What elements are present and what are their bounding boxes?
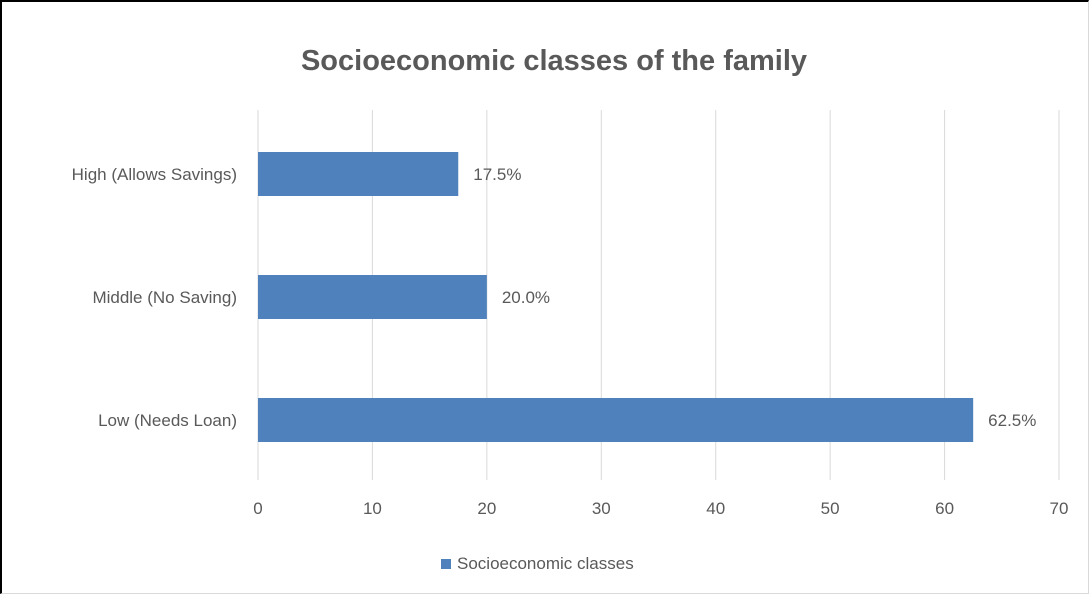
x-tick-label: 40	[706, 499, 725, 518]
category-label: High (Allows Savings)	[72, 165, 237, 184]
chart-title: Socioeconomic classes of the family	[301, 45, 807, 77]
legend-swatch	[441, 559, 451, 569]
legend: Socioeconomic classes	[441, 554, 634, 573]
x-tick-label: 0	[253, 499, 262, 518]
x-tick-label: 20	[477, 499, 496, 518]
data-label: 17.5%	[473, 165, 521, 184]
bar	[258, 275, 487, 319]
category-axis-labels: High (Allows Savings) Middle (No Saving) L…	[72, 165, 237, 430]
data-label: 62.5%	[988, 411, 1036, 430]
legend-label: Socioeconomic classes	[457, 554, 634, 573]
x-tick-label: 10	[363, 499, 382, 518]
category-label: Low (Needs Loan)	[98, 411, 237, 430]
x-tick-label: 30	[592, 499, 611, 518]
data-label: 20.0%	[502, 288, 550, 307]
category-label: Middle (No Saving)	[92, 288, 237, 307]
x-tick-label: 60	[935, 499, 954, 518]
value-axis-ticks: 0 10 20 30 40 50 60 70	[253, 499, 1068, 518]
x-tick-label: 50	[821, 499, 840, 518]
x-tick-label: 70	[1050, 499, 1069, 518]
bars	[258, 152, 974, 442]
bar	[258, 152, 459, 196]
bar	[258, 398, 974, 442]
data-labels: 17.5% 20.0% 62.5%	[473, 165, 1036, 430]
